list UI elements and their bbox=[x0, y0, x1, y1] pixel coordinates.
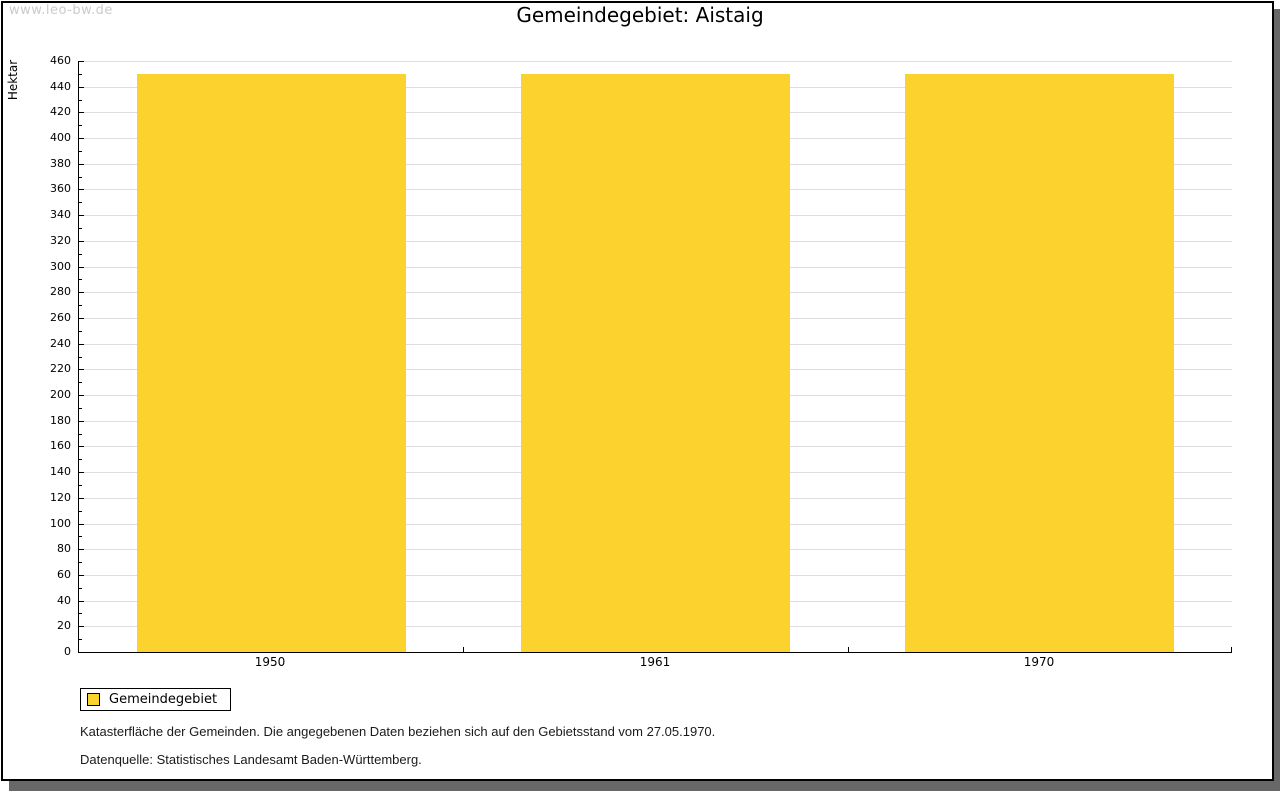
y-axis-major-tick bbox=[79, 344, 84, 345]
x-axis-end-tick bbox=[1231, 647, 1232, 652]
y-tick-label: 280 bbox=[50, 285, 71, 298]
plot-area bbox=[78, 61, 1232, 653]
y-tick-label: 240 bbox=[50, 337, 71, 350]
footnote-datenquelle: Datenquelle: Statistisches Landesamt Bad… bbox=[80, 752, 422, 767]
y-axis-minor-tick bbox=[79, 357, 82, 358]
y-tick-label: 180 bbox=[50, 414, 71, 427]
y-tick-label: 440 bbox=[50, 80, 71, 93]
y-axis-minor-tick bbox=[79, 485, 82, 486]
y-tick-label: 40 bbox=[57, 594, 71, 607]
y-axis-major-tick bbox=[79, 395, 84, 396]
x-tick-label: 1950 bbox=[254, 655, 286, 669]
y-tick-label: 340 bbox=[50, 208, 71, 221]
y-axis-minor-tick bbox=[79, 408, 82, 409]
frame-shadow-bottom bbox=[9, 781, 1280, 791]
legend-label: Gemeindegebiet bbox=[109, 692, 218, 707]
y-tick-label: 140 bbox=[50, 465, 71, 478]
y-axis-minor-tick bbox=[79, 202, 82, 203]
y-axis-minor-tick bbox=[79, 639, 82, 640]
y-axis-minor-tick bbox=[79, 588, 82, 589]
y-tick-label: 260 bbox=[50, 311, 71, 324]
y-axis-minor-tick bbox=[79, 177, 82, 178]
gridline-y bbox=[79, 61, 1232, 62]
frame-shadow-right bbox=[1274, 9, 1280, 791]
legend-box: Gemeindegebiet bbox=[80, 688, 232, 711]
y-tick-label: 200 bbox=[50, 388, 71, 401]
y-axis-major-tick bbox=[79, 241, 84, 242]
y-tick-label: 380 bbox=[50, 157, 71, 170]
y-tick-label: 400 bbox=[50, 131, 71, 144]
y-axis-major-tick bbox=[79, 138, 84, 139]
y-axis-minor-tick bbox=[79, 562, 82, 563]
y-tick-label: 300 bbox=[50, 260, 71, 273]
y-axis-minor-tick bbox=[79, 536, 82, 537]
y-tick-label: 320 bbox=[50, 234, 71, 247]
legend-swatch bbox=[87, 693, 100, 706]
y-axis-major-tick bbox=[79, 164, 84, 165]
y-axis-major-tick bbox=[79, 446, 84, 447]
y-tick-label: 160 bbox=[50, 439, 71, 452]
y-axis-minor-tick bbox=[79, 74, 82, 75]
y-tick-label: 100 bbox=[50, 517, 71, 530]
y-axis-minor-tick bbox=[79, 228, 82, 229]
y-axis-minor-tick bbox=[79, 305, 82, 306]
y-tick-label: 460 bbox=[50, 54, 71, 67]
y-axis-major-tick bbox=[79, 318, 84, 319]
y-axis-tick-labels: 0 20 40 60 80 100 120 140 160 180 200 220 240 260 280 3… bbox=[0, 54, 71, 658]
x-tick-label: 1970 bbox=[1023, 655, 1055, 669]
y-tick-label: 360 bbox=[50, 182, 71, 195]
y-axis-major-tick bbox=[79, 189, 84, 190]
footnote-gebietsstand: Katasterfläche der Gemeinden. Die angege… bbox=[80, 724, 716, 739]
y-axis-major-tick bbox=[79, 421, 84, 422]
y-axis-major-tick bbox=[79, 61, 84, 62]
y-axis-minor-tick bbox=[79, 100, 82, 101]
y-axis-minor-tick bbox=[79, 382, 82, 383]
y-axis-major-tick bbox=[79, 292, 84, 293]
y-axis-major-tick bbox=[79, 549, 84, 550]
y-axis-minor-tick bbox=[79, 459, 82, 460]
y-axis-major-tick bbox=[79, 112, 84, 113]
y-axis-minor-tick bbox=[79, 151, 82, 152]
y-axis-major-tick bbox=[79, 87, 84, 88]
y-axis-minor-tick bbox=[79, 125, 82, 126]
y-axis-minor-tick bbox=[79, 254, 82, 255]
bar-1961 bbox=[521, 74, 790, 652]
y-tick-label: 420 bbox=[50, 105, 71, 118]
y-tick-label: 80 bbox=[57, 542, 71, 555]
x-tick-label: 1961 bbox=[639, 655, 671, 669]
y-axis-minor-tick bbox=[79, 279, 82, 280]
y-axis-major-tick bbox=[79, 215, 84, 216]
y-axis-minor-tick bbox=[79, 613, 82, 614]
y-axis-major-tick bbox=[79, 498, 84, 499]
y-tick-label: 0 bbox=[64, 645, 71, 658]
y-axis-minor-tick bbox=[79, 511, 82, 512]
y-tick-label: 220 bbox=[50, 362, 71, 375]
watermark: www.leo-bw.de bbox=[9, 3, 113, 18]
y-tick-label: 120 bbox=[50, 491, 71, 504]
x-axis-tick-labels: 1950 1961 1970 bbox=[78, 655, 1231, 671]
y-axis-major-tick bbox=[79, 626, 84, 627]
x-axis-tick bbox=[463, 647, 464, 652]
y-axis-major-tick bbox=[79, 601, 84, 602]
y-axis-minor-tick bbox=[79, 331, 82, 332]
y-axis-major-tick bbox=[79, 575, 84, 576]
y-axis-major-tick bbox=[79, 524, 84, 525]
y-tick-label: 60 bbox=[57, 568, 71, 581]
bar-1950 bbox=[137, 74, 406, 652]
y-axis-major-tick bbox=[79, 472, 84, 473]
y-axis-minor-tick bbox=[79, 434, 82, 435]
bar-1970 bbox=[905, 74, 1174, 652]
x-axis-tick bbox=[848, 647, 849, 652]
page-title: Gemeindegebiet: Aistaig bbox=[516, 3, 764, 27]
y-axis-major-tick bbox=[79, 369, 84, 370]
y-tick-label: 20 bbox=[57, 619, 71, 632]
y-axis-major-tick bbox=[79, 267, 84, 268]
